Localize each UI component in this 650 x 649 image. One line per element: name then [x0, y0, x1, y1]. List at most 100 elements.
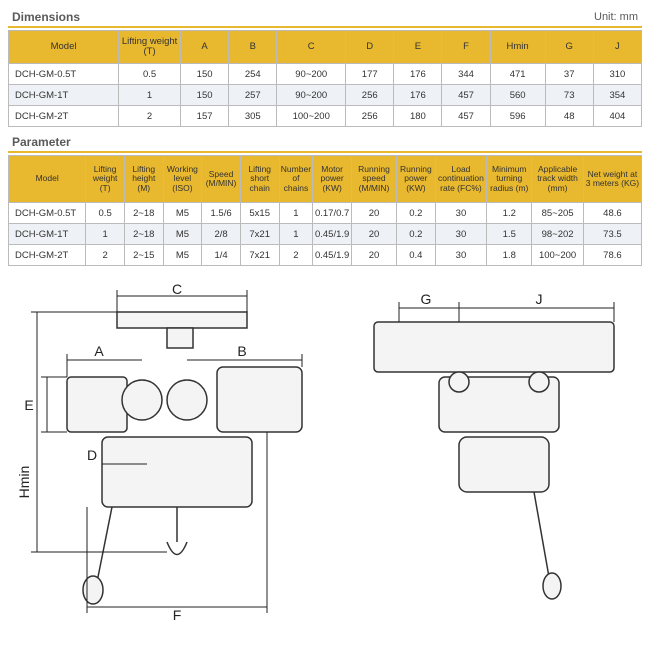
label-g: G: [420, 291, 431, 307]
table-cell: 1: [279, 224, 313, 245]
table-cell: 457: [442, 106, 490, 127]
table-cell: 256: [346, 85, 394, 106]
table-cell: 2~15: [124, 245, 163, 266]
label-c: C: [171, 282, 181, 297]
table-cell: 150: [181, 85, 229, 106]
table-cell: 30: [435, 203, 487, 224]
table-cell: 2~18: [124, 224, 163, 245]
parameter-table: ModelLifting weight (T)Lifting height (M…: [8, 155, 642, 266]
table-cell: M5: [163, 224, 202, 245]
parameter-title: Parameter: [12, 135, 71, 149]
table-cell: 100~200: [532, 245, 584, 266]
table-cell: M5: [163, 245, 202, 266]
table-cell: 98~202: [532, 224, 584, 245]
table-cell: 85~205: [532, 203, 584, 224]
param-col-header: Running speed (M/MIN): [351, 156, 396, 203]
table-cell: 0.45/1.9: [313, 245, 352, 266]
dim-col-header: D: [346, 31, 394, 64]
table-cell: 344: [442, 64, 490, 85]
param-col-header: Lifting weight (T): [86, 156, 125, 203]
table-row: DCH-GM-1T115025790~20025617645756073354: [9, 85, 642, 106]
table-cell: DCH-GM-2T: [9, 245, 86, 266]
table-cell: 2: [86, 245, 125, 266]
table-cell: 177: [346, 64, 394, 85]
table-cell: 457: [442, 85, 490, 106]
dim-col-header: Model: [9, 31, 119, 64]
table-cell: 1: [86, 224, 125, 245]
table-cell: 1.5: [487, 224, 532, 245]
table-cell: 7x21: [240, 224, 279, 245]
table-cell: 7x21: [240, 245, 279, 266]
param-col-header: Load continuation rate (FC%): [435, 156, 487, 203]
table-cell: 2/8: [202, 224, 241, 245]
table-cell: 1.8: [487, 245, 532, 266]
table-row: DCH-GM-0.5T0.52~18M51.5/65x1510.17/0.720…: [9, 203, 642, 224]
table-cell: 0.4: [397, 245, 436, 266]
table-cell: 2: [119, 106, 181, 127]
dim-col-header: Lifting weight (T): [119, 31, 181, 64]
table-cell: 30: [435, 224, 487, 245]
table-cell: 90~200: [277, 85, 346, 106]
table-cell: 0.2: [397, 224, 436, 245]
table-cell: 73.5: [583, 224, 641, 245]
table-cell: 20: [351, 245, 396, 266]
table-cell: 0.45/1.9: [313, 224, 352, 245]
table-cell: 1/4: [202, 245, 241, 266]
table-cell: 30: [435, 245, 487, 266]
table-cell: 404: [593, 106, 641, 127]
table-cell: 256: [346, 106, 394, 127]
label-hmin: Hmin: [17, 466, 32, 499]
param-col-header: Working level (ISO): [163, 156, 202, 203]
label-f: F: [172, 607, 181, 622]
dimensions-title: Dimensions: [12, 10, 80, 24]
dimensions-header: Dimensions Unit: mm: [8, 8, 642, 28]
table-cell: 176: [394, 64, 442, 85]
dim-col-header: C: [277, 31, 346, 64]
param-col-header: Net weight at 3 meters (KG): [583, 156, 641, 203]
dim-col-header: G: [545, 31, 593, 64]
table-cell: DCH-GM-1T: [9, 224, 86, 245]
table-cell: 2: [279, 245, 313, 266]
table-row: DCH-GM-2T2157305100~20025618045759648404: [9, 106, 642, 127]
table-cell: 78.6: [583, 245, 641, 266]
table-cell: 471: [490, 64, 545, 85]
table-cell: 560: [490, 85, 545, 106]
dim-col-header: Hmin: [490, 31, 545, 64]
table-cell: 1.2: [487, 203, 532, 224]
table-cell: 0.5: [86, 203, 125, 224]
table-cell: DCH-GM-0.5T: [9, 203, 86, 224]
table-row: DCH-GM-1T12~18M52/87x2110.45/1.9200.2301…: [9, 224, 642, 245]
side-diagram: G J: [344, 282, 634, 622]
table-cell: 73: [545, 85, 593, 106]
table-cell: 20: [351, 224, 396, 245]
table-cell: 48: [545, 106, 593, 127]
dim-col-header: E: [394, 31, 442, 64]
table-cell: 596: [490, 106, 545, 127]
param-col-header: Lifting short chain: [240, 156, 279, 203]
table-cell: DCH-GM-2T: [9, 106, 119, 127]
label-a: A: [94, 343, 104, 359]
table-cell: 305: [229, 106, 277, 127]
dim-col-header: F: [442, 31, 490, 64]
param-col-header: Lifting height (M): [124, 156, 163, 203]
param-col-header: Minimum turning radius (m): [487, 156, 532, 203]
table-cell: 310: [593, 64, 641, 85]
label-b: B: [237, 343, 246, 359]
dim-col-header: A: [181, 31, 229, 64]
table-cell: 1.5/6: [202, 203, 241, 224]
table-cell: 100~200: [277, 106, 346, 127]
table-cell: 180: [394, 106, 442, 127]
table-cell: 0.5: [119, 64, 181, 85]
table-cell: 0.2: [397, 203, 436, 224]
table-cell: 176: [394, 85, 442, 106]
param-col-header: Motor power (KW): [313, 156, 352, 203]
table-cell: 150: [181, 64, 229, 85]
table-row: DCH-GM-2T22~15M51/47x2120.45/1.9200.4301…: [9, 245, 642, 266]
dim-col-header: J: [593, 31, 641, 64]
table-cell: 257: [229, 85, 277, 106]
table-cell: 48.6: [583, 203, 641, 224]
table-cell: DCH-GM-0.5T: [9, 64, 119, 85]
table-cell: 90~200: [277, 64, 346, 85]
table-cell: 1: [119, 85, 181, 106]
label-j: J: [535, 291, 542, 307]
